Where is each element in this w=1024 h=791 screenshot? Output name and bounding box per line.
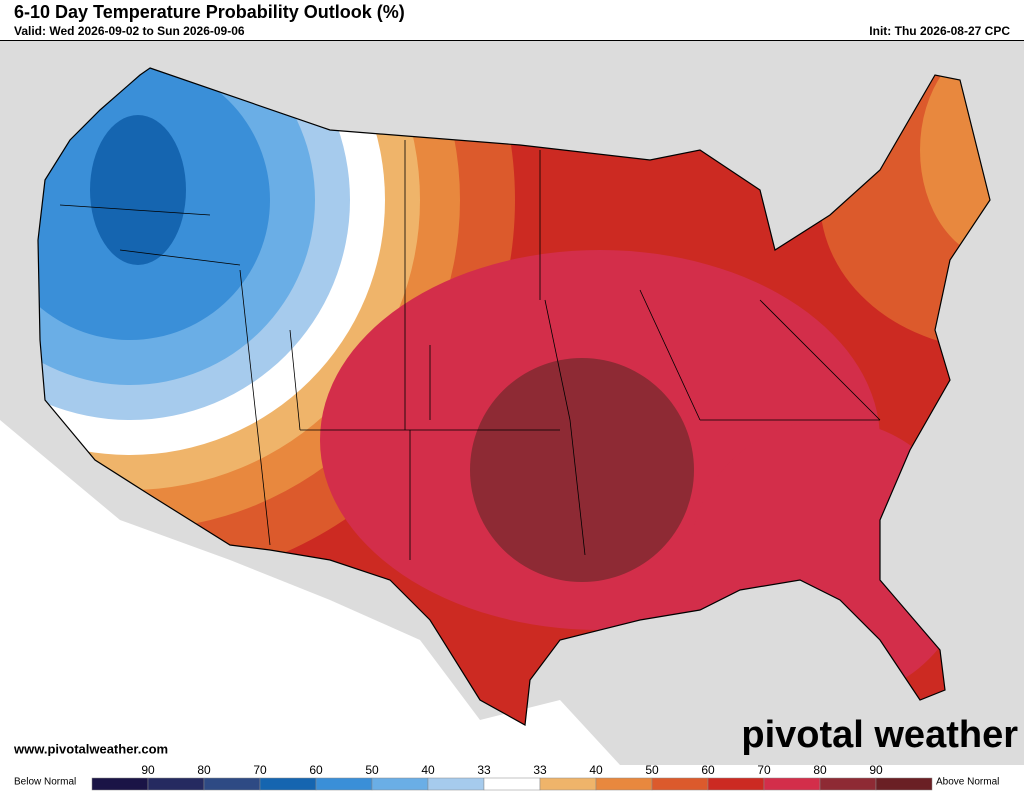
legend-tick-label: 40 [589,763,603,777]
legend-tick-label: 40 [421,763,435,777]
legend: 90 80 70 60 50 40 33 33 40 50 60 70 80 90 [91,763,933,791]
valid-time: Valid: Wed 2026-09-02 to Sun 2026-09-06 [14,24,245,38]
legend-swatch [819,777,877,791]
title: 6-10 Day Temperature Probability Outlook… [14,2,405,22]
legend-swatch [371,777,429,791]
legend-tick-label: 33 [533,763,547,777]
legend-tick-label: 50 [365,763,379,777]
legend-swatch [147,777,205,791]
legend-tick-label: 80 [197,763,211,777]
legend-below-label: Below Normal [14,777,76,788]
legend-tick-label: 50 [645,763,659,777]
us-outline [37,67,991,726]
legend-swatch [651,777,709,791]
legend-swatch [427,777,485,791]
website: www.pivotalweather.com [13,741,168,756]
legend-swatch [203,777,261,791]
logo: pivotal weather [741,714,1018,756]
legend-above-label: Above Normal [936,777,999,788]
legend-swatch [483,777,541,791]
legend-swatch [539,777,597,791]
legend-swatch [763,777,821,791]
legend-tick-label: 33 [477,763,491,777]
legend-swatch [259,777,317,791]
legend-swatch [91,777,149,791]
header-bar [0,0,1024,40]
legend-tick-label: 90 [141,763,155,777]
legend-tick-label: 90 [869,763,883,777]
legend-swatch [707,777,765,791]
legend-tick-label: 70 [757,763,771,777]
init-time: Init: Thu 2026-08-27 CPC [869,24,1010,38]
legend-swatch [595,777,653,791]
legend-swatch [315,777,373,791]
state-lines [59,140,881,560]
legend-swatch [875,777,933,791]
legend-tick-label: 80 [813,763,827,777]
legend-tick-label: 60 [309,763,323,777]
legend-tick-label: 70 [253,763,267,777]
legend-tick-label: 60 [701,763,715,777]
